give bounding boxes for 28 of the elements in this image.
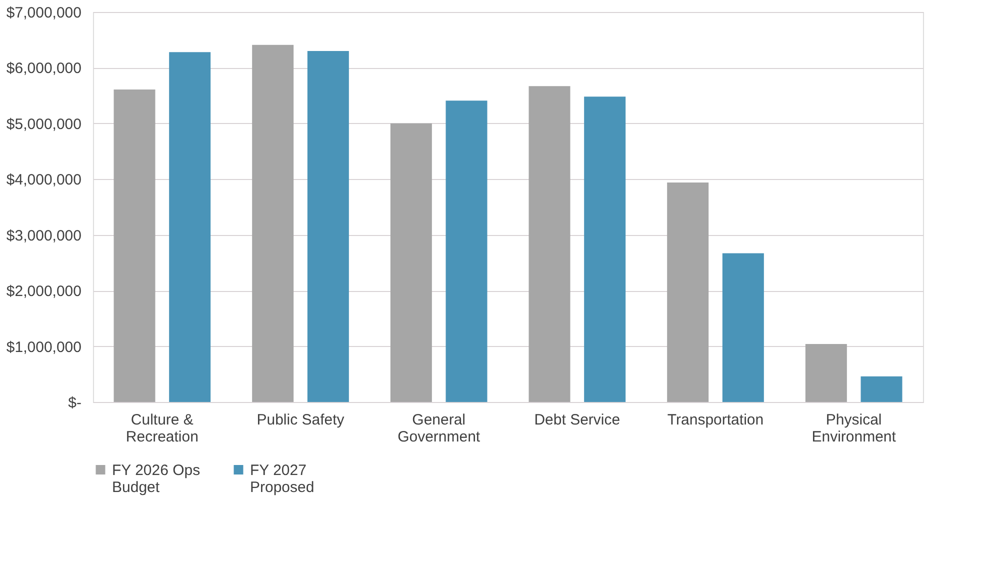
y-tick-label: $1,000,000 bbox=[6, 338, 82, 356]
bar bbox=[114, 89, 156, 402]
bar bbox=[528, 86, 570, 402]
bar bbox=[446, 100, 488, 402]
y-tick-label: $4,000,000 bbox=[6, 172, 82, 189]
bar bbox=[584, 96, 626, 402]
bar bbox=[307, 51, 349, 402]
x-tick-label: General Government bbox=[398, 412, 481, 446]
x-tick-label: Transportation bbox=[667, 412, 764, 428]
y-tick-label: $7,000,000 bbox=[6, 4, 82, 22]
bar bbox=[722, 253, 764, 402]
y-tick-label: $2,000,000 bbox=[6, 283, 82, 300]
x-tick-label: Public Safety bbox=[256, 412, 345, 428]
bar bbox=[169, 52, 211, 402]
legend-label: FY 2026 Ops Budget bbox=[112, 462, 200, 496]
x-tick-label: Physical Environment bbox=[812, 412, 897, 446]
x-tick-label: Culture & Recreation bbox=[126, 412, 198, 446]
x-tick-label: Debt Service bbox=[534, 412, 620, 428]
bar bbox=[860, 376, 902, 402]
y-tick-label: $3,000,000 bbox=[6, 227, 82, 244]
bar bbox=[667, 182, 709, 402]
y-tick-label: $5,000,000 bbox=[6, 116, 82, 133]
bar bbox=[390, 123, 432, 402]
bar bbox=[252, 44, 294, 402]
legend-label: FY 2027 Proposed bbox=[250, 462, 314, 496]
y-tick-label: $6,000,000 bbox=[6, 60, 82, 78]
bar bbox=[805, 344, 847, 402]
y-tick-label: $- bbox=[68, 394, 82, 412]
